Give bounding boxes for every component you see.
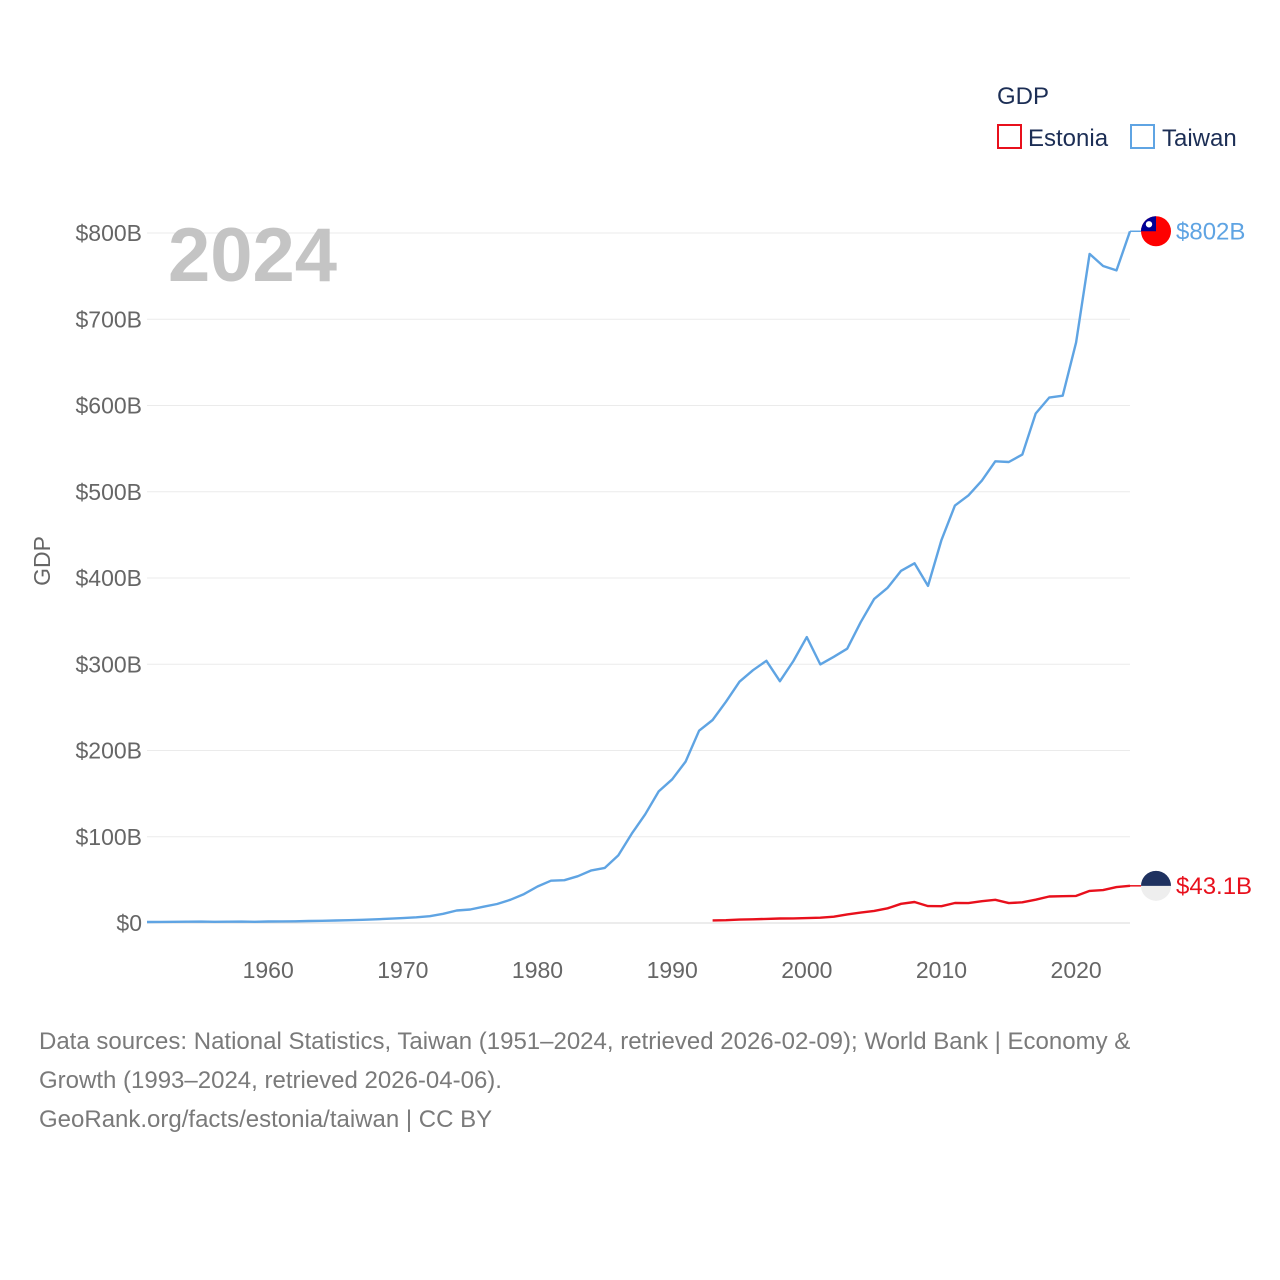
x-tick-label: 1970 [377, 957, 428, 983]
estonia-flag-icon [1141, 870, 1171, 901]
chart: $0 $100B $200B $300B $400B $500B $600B $700B $80… [29, 83, 1252, 983]
x-axis: 1960 1970 1980 1990 2000 2010 2020 [243, 957, 1102, 983]
x-tick-label: 1990 [647, 957, 698, 983]
legend-swatch-taiwan [1130, 124, 1155, 149]
taiwan-flag-icon [1141, 216, 1171, 247]
series-lines [146, 230, 1132, 924]
y-tick-label: $700B [75, 306, 142, 332]
source-line-1: Data sources: National Statistics, Taiwa… [39, 1028, 1131, 1055]
x-tick-label: 2020 [1051, 957, 1102, 983]
gridlines [147, 232, 1130, 924]
source-note: Data sources: National Statistics, Taiwa… [39, 1022, 1239, 1139]
x-tick-label: 1960 [243, 957, 294, 983]
end-markers: $802B $43.1B [1130, 216, 1252, 901]
y-tick-label: $500B [75, 479, 142, 505]
y-tick-label: $800B [75, 220, 142, 246]
legend-title: GDP [997, 83, 1049, 110]
y-tick-label: $400B [75, 565, 142, 591]
source-line-2: Growth (1993–2024, retrieved 2026-04-06)… [39, 1067, 502, 1094]
series-line-taiwan [146, 230, 1132, 924]
y-axis: $0 $100B $200B $300B $400B $500B $600B $700B $80… [75, 220, 142, 936]
legend-swatch-estonia [997, 124, 1022, 149]
source-line-3: GeoRank.org/facts/estonia/taiwan | CC BY [39, 1106, 493, 1133]
series-line-estonia [712, 884, 1131, 922]
y-tick-label: $300B [75, 651, 142, 677]
legend-label-estonia: Estonia [1028, 125, 1109, 152]
end-label-taiwan: $802B [1176, 218, 1245, 245]
legend-label-taiwan: Taiwan [1162, 125, 1237, 152]
y-tick-label: $200B [75, 738, 142, 764]
x-tick-label: 2000 [781, 957, 832, 983]
x-tick-label: 2010 [916, 957, 967, 983]
y-tick-label: $0 [116, 910, 142, 936]
legend: GDP Estonia Taiwan [997, 83, 1237, 152]
year-label: 2024 [168, 213, 337, 298]
y-tick-label: $600B [75, 393, 142, 419]
end-label-estonia: $43.1B [1176, 873, 1252, 900]
x-tick-label: 1980 [512, 957, 563, 983]
y-tick-label: $100B [75, 824, 142, 850]
y-axis-title: GDP [29, 536, 55, 586]
